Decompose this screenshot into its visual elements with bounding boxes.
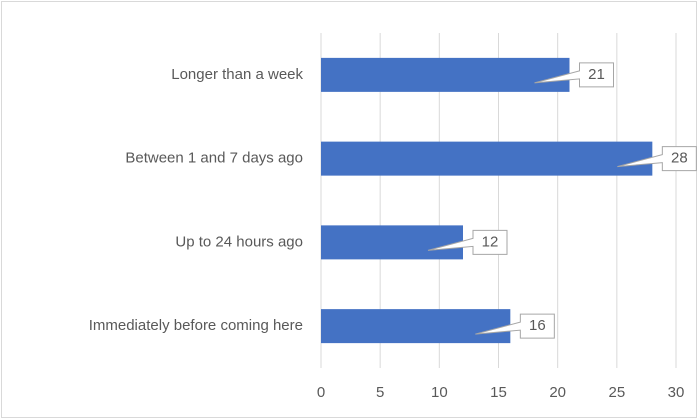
data-label: 28 xyxy=(671,150,688,167)
data-label: 21 xyxy=(588,66,605,83)
bar xyxy=(321,141,653,176)
x-tick-label: 25 xyxy=(608,384,625,401)
data-label-callout xyxy=(427,229,508,255)
x-tick-label: 20 xyxy=(549,384,566,401)
y-tick-label: Up to 24 hours ago xyxy=(175,233,303,250)
data-label: 16 xyxy=(529,317,546,334)
y-tick-label: Between 1 and 7 days ago xyxy=(125,150,303,167)
bar xyxy=(321,309,511,344)
x-tick-label: 10 xyxy=(431,384,448,401)
x-tick-label: 5 xyxy=(376,384,384,401)
data-label-callout xyxy=(534,62,614,88)
y-tick-label: Immediately before coming here xyxy=(89,317,303,334)
data-label: 12 xyxy=(482,233,499,250)
x-tick-label: 15 xyxy=(490,384,507,401)
data-label-callout xyxy=(617,146,697,172)
x-tick-label: 0 xyxy=(317,384,325,401)
bar xyxy=(321,225,463,260)
bar xyxy=(321,57,570,92)
x-tick-label: 30 xyxy=(668,384,685,401)
y-tick-label: Longer than a week xyxy=(171,66,303,83)
data-label-callout xyxy=(475,313,555,339)
